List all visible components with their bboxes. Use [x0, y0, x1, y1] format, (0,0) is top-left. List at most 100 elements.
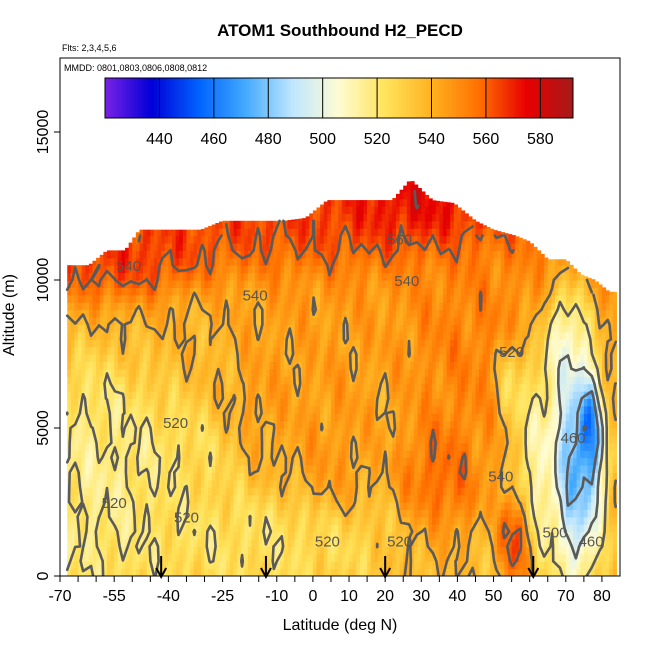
heatmap-cell: [168, 516, 173, 525]
heatmap-cell: [435, 428, 440, 436]
heatmap-cell: [428, 472, 433, 481]
heatmap-cell: [284, 568, 289, 576]
heatmap-cell: [302, 450, 307, 459]
heatmap-cell: [204, 376, 209, 385]
heatmap-cell: [128, 302, 133, 311]
heatmap-cell: [302, 354, 307, 362]
heatmap-cell: [150, 553, 155, 562]
heatmap-cell: [92, 420, 97, 429]
heatmap-cell: [349, 331, 354, 340]
heatmap-cell: [435, 265, 440, 274]
heatmap-cell: [320, 472, 325, 481]
heatmap-cell: [269, 494, 274, 503]
heatmap-cell: [233, 539, 238, 547]
heatmap-cell: [186, 229, 191, 237]
heatmap-cell: [435, 502, 440, 510]
heatmap-cell: [121, 435, 126, 444]
heatmap-cell: [370, 457, 375, 466]
heatmap-cell: [190, 509, 195, 518]
heatmap-cell: [128, 428, 133, 436]
heatmap-cell: [143, 346, 148, 355]
heatmap-cell: [352, 213, 357, 222]
heatmap-cell: [381, 539, 386, 547]
heatmap-cell: [247, 376, 253, 385]
heatmap-cell: [92, 339, 97, 348]
heatmap-cell: [370, 531, 375, 540]
heatmap-cell: [240, 272, 245, 281]
heatmap-cell: [226, 383, 231, 392]
heatmap-cell: [175, 361, 180, 370]
heatmap-cell: [211, 280, 216, 288]
heatmap-cell: [287, 228, 292, 237]
heatmap-cell: [200, 465, 206, 473]
heatmap-cell: [92, 354, 97, 362]
heatmap-cell: [399, 524, 404, 533]
heatmap-cell: [218, 331, 224, 340]
heatmap-cell: [139, 465, 144, 473]
heatmap-cell: [211, 435, 216, 444]
heatmap-cell: [74, 383, 79, 392]
heatmap-cell: [284, 413, 289, 422]
heatmap-cell: [316, 398, 321, 407]
heatmap-cell: [157, 502, 162, 510]
heatmap-cell: [305, 294, 310, 303]
heatmap-cell: [345, 287, 350, 296]
heatmap-cell: [215, 250, 220, 259]
heatmap-cell: [424, 405, 430, 414]
heatmap-cell: [164, 494, 169, 503]
heatmap-cell: [74, 413, 79, 422]
heatmap-cell: [349, 391, 354, 399]
heatmap-cell: [74, 494, 79, 503]
heatmap-cell: [410, 465, 415, 473]
heatmap-cell: [125, 413, 130, 422]
heatmap-cell: [78, 465, 83, 473]
heatmap-cell: [74, 553, 79, 562]
heatmap-cell: [251, 294, 256, 303]
heatmap-cell: [381, 398, 386, 407]
heatmap-cell: [265, 294, 271, 303]
heatmap-cell: [377, 420, 383, 429]
heatmap-cell: [305, 265, 310, 274]
heatmap-cell: [320, 553, 325, 562]
heatmap-cell: [312, 354, 318, 362]
heatmap-cell: [103, 309, 108, 318]
heatmap-cell: [70, 354, 76, 362]
heatmap-cell: [265, 228, 271, 237]
heatmap-cell: [280, 346, 285, 355]
heatmap-cell: [81, 302, 86, 311]
heatmap-cell: [128, 376, 133, 385]
heatmap-cell: [410, 553, 415, 562]
heatmap-cell: [74, 479, 79, 488]
heatmap-cell: [298, 420, 303, 429]
heatmap-cell: [110, 553, 115, 562]
heatmap-cell: [363, 428, 368, 436]
heatmap-cell: [323, 309, 328, 318]
heatmap-cell: [117, 457, 123, 466]
heatmap-cell: [414, 413, 419, 422]
heatmap-cell: [81, 383, 86, 392]
heatmap-cell: [150, 331, 155, 340]
heatmap-cell: [291, 413, 296, 422]
heatmap-cell: [240, 531, 245, 540]
heatmap-cell: [424, 435, 430, 444]
heatmap-cell: [388, 524, 393, 533]
heatmap-cell: [435, 272, 440, 281]
heatmap-cell: [428, 405, 433, 414]
heatmap-cell: [334, 368, 339, 377]
heatmap-cell: [157, 339, 162, 348]
heatmap-cell: [424, 206, 430, 214]
heatmap-cell: [417, 376, 422, 385]
heatmap-cell: [334, 228, 339, 237]
heatmap-cell: [403, 368, 408, 377]
heatmap-cell: [237, 331, 242, 340]
heatmap-cell: [410, 302, 415, 311]
heatmap-cell: [374, 509, 379, 518]
heatmap-cell: [226, 250, 231, 259]
heatmap-cell: [305, 568, 310, 576]
heatmap-cell: [114, 509, 119, 518]
heatmap-cell: [208, 435, 213, 444]
heatmap-cell: [417, 346, 422, 355]
heatmap-cell: [193, 265, 198, 274]
heatmap-cell: [175, 420, 180, 429]
heatmap-cell: [414, 272, 419, 281]
